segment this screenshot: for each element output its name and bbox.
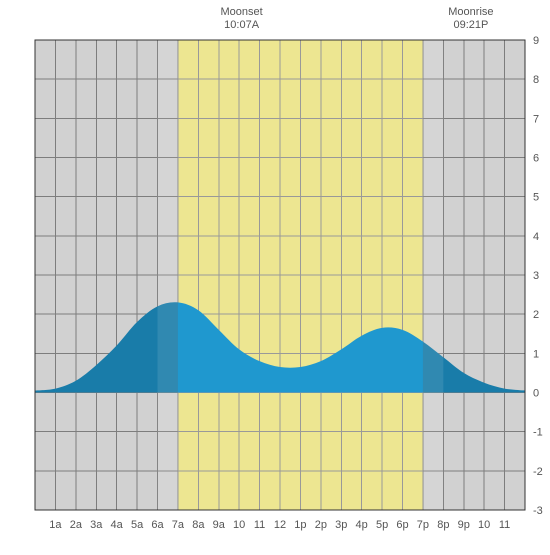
x-tick-label: 7a [172,519,185,531]
y-tick-label: 2 [533,309,539,321]
y-tick-label: 3 [533,270,539,282]
chart-svg: -3-2-101234567891a2a3a4a5a6a7a8a9a101112… [0,0,550,550]
x-tick-label: 6a [151,519,164,531]
x-tick-label: 10 [233,519,245,531]
y-tick-label: 6 [533,153,539,165]
y-tick-label: 9 [533,35,539,47]
y-tick-label: 7 [533,113,539,125]
x-tick-label: 9a [213,519,226,531]
y-tick-label: -1 [533,427,543,439]
y-tick-label: -3 [533,505,543,517]
y-tick-label: 5 [533,192,539,204]
moon-annotation-time: 09:21P [441,19,501,32]
x-tick-label: 8a [192,519,205,531]
x-tick-label: 11 [499,519,510,531]
moon-annotation-time: 10:07A [212,19,272,32]
x-tick-label: 5p [376,519,388,531]
x-tick-label: 11 [254,519,265,531]
y-tick-label: 4 [533,231,539,243]
twilight-dusk [423,40,443,510]
x-tick-label: 2a [70,519,83,531]
x-tick-label: 10 [478,519,490,531]
tide-chart: -3-2-101234567891a2a3a4a5a6a7a8a9a101112… [0,0,550,550]
x-tick-label: 5a [131,519,144,531]
night-overlay-left [35,40,178,510]
moon-annotation: Moonset10:07A [212,6,272,32]
x-tick-label: 4p [356,519,368,531]
moon-annotation-title: Moonrise [441,6,501,19]
x-tick-label: 12 [274,519,286,531]
y-tick-label: 0 [533,388,539,400]
y-tick-label: 1 [533,348,539,360]
x-tick-label: 3a [90,519,103,531]
x-tick-label: 1a [49,519,62,531]
moon-annotation-title: Moonset [212,6,272,19]
twilight-dawn [158,40,178,510]
x-tick-label: 3p [335,519,347,531]
x-tick-label: 6p [396,519,408,531]
x-tick-label: 7p [417,519,429,531]
moon-annotation: Moonrise09:21P [441,6,501,32]
x-tick-label: 9p [458,519,470,531]
x-tick-label: 8p [437,519,449,531]
x-tick-label: 4a [111,519,124,531]
x-tick-label: 2p [315,519,327,531]
y-tick-label: -2 [533,466,543,478]
x-tick-label: 1p [294,519,306,531]
y-tick-label: 8 [533,74,539,86]
